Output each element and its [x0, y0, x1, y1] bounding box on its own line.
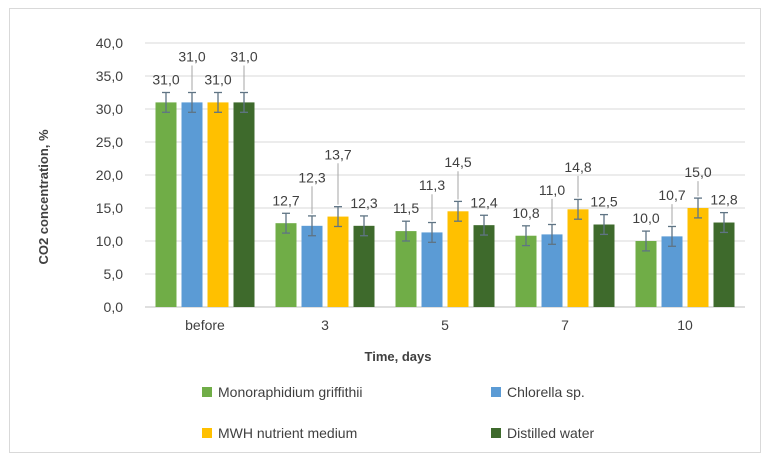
y-tick-label: 30,0	[96, 101, 123, 117]
y-axis-title: CO2 concentration, %	[36, 129, 51, 265]
x-tick-label: 7	[561, 317, 569, 333]
error-bar	[334, 206, 342, 228]
data-label: 31,0	[152, 72, 179, 88]
y-tick-label: 15,0	[96, 200, 123, 216]
x-tick-label: before	[185, 317, 225, 333]
data-label: 13,7	[324, 146, 351, 162]
legend-item: MWH nutrient medium	[202, 425, 357, 441]
error-bar	[188, 91, 196, 113]
data-label: 12,3	[350, 195, 377, 211]
y-tick-label: 40,0	[96, 35, 123, 51]
error-bar	[642, 230, 650, 252]
bar	[207, 102, 229, 308]
label-leader-lines	[191, 65, 699, 225]
data-labels: 31,0 31,0 31,0 31,0 12,7 12,3 13,7 12,3 11,511,3…	[152, 49, 737, 227]
data-label: 15,0	[684, 164, 711, 180]
data-label: 31,0	[204, 72, 231, 88]
error-bar	[522, 225, 530, 247]
legend-swatch	[491, 428, 501, 438]
bar	[353, 225, 375, 307]
bar	[661, 236, 683, 307]
bar	[181, 102, 203, 308]
data-label: 11,0	[539, 182, 565, 198]
data-label: 31,0	[230, 49, 257, 65]
bar	[447, 211, 469, 307]
error-bar	[240, 91, 248, 113]
error-bar	[600, 213, 608, 236]
data-label: 10,7	[658, 187, 685, 203]
bar	[395, 231, 417, 307]
data-label: 14,8	[564, 159, 591, 175]
legend-swatch	[491, 387, 501, 397]
error-bar	[308, 215, 316, 237]
x-tick-label: 10	[677, 317, 693, 333]
legend-item: Chlorella sp.	[491, 384, 585, 400]
data-label: 11,5	[393, 200, 419, 216]
bar	[593, 224, 615, 307]
bar	[155, 102, 177, 308]
bar	[541, 234, 563, 307]
bars	[155, 102, 735, 308]
x-axis-ticks: before 3 5 7 10	[185, 317, 693, 333]
bar	[327, 216, 349, 307]
data-label: 12,7	[272, 192, 299, 208]
error-bar	[668, 225, 676, 247]
error-bar	[402, 220, 410, 242]
data-label: 10,0	[632, 210, 659, 226]
bar	[473, 225, 495, 307]
data-label: 12,5	[590, 194, 617, 210]
x-tick-label: 5	[441, 317, 449, 333]
legend-item: Monoraphidium griffithii	[202, 384, 362, 400]
data-label: 12,8	[710, 192, 737, 208]
chart-frame: 0,0 5,0 10,0 15,0 20,0 25,0 30,0 35,0 40,0 31,0 3…	[9, 8, 761, 453]
bar	[687, 208, 709, 307]
error-bar	[360, 215, 368, 237]
legend-item: Distilled water	[491, 425, 594, 441]
error-bar	[694, 197, 702, 219]
legend-label: Distilled water	[507, 425, 594, 441]
error-bar	[454, 200, 462, 222]
data-label: 14,5	[444, 154, 471, 170]
data-label: 12,3	[298, 169, 325, 185]
y-tick-label: 25,0	[96, 134, 123, 150]
data-label: 31,0	[178, 49, 205, 65]
legend-label: Monoraphidium griffithii	[218, 384, 362, 400]
y-tick-label: 5,0	[104, 266, 124, 282]
bar	[233, 102, 255, 308]
bar	[567, 209, 589, 307]
bar	[421, 232, 443, 307]
legend-label: MWH nutrient medium	[218, 425, 357, 441]
data-label: 12,4	[470, 194, 497, 210]
legend-swatch	[202, 387, 212, 397]
legend-label: Chlorella sp.	[507, 384, 585, 400]
data-label: 10,8	[512, 205, 539, 221]
error-bar	[720, 211, 728, 234]
error-bar	[214, 91, 222, 113]
bar-chart: 0,05,010,015,020,025,030,035,040,0 31,03…	[36, 35, 745, 441]
y-axis-ticks: 0,0 5,0 10,0 15,0 20,0 25,0 30,0 35,0 40,0	[96, 35, 123, 315]
bar	[275, 223, 297, 307]
bar	[515, 235, 537, 307]
bar	[301, 225, 323, 307]
error-bar	[428, 221, 436, 243]
y-tick-label: 0,0	[104, 299, 124, 315]
error-bar	[162, 91, 170, 113]
y-tick-label: 35,0	[96, 68, 123, 84]
bar	[713, 222, 735, 307]
y-tick-label: 10,0	[96, 233, 123, 249]
error-bar	[548, 223, 556, 245]
error-bar	[574, 198, 582, 220]
error-bar	[282, 212, 290, 234]
y-tick-label: 20,0	[96, 167, 123, 183]
legend-swatch	[202, 428, 212, 438]
x-axis-title: Time, days	[365, 349, 432, 364]
error-bar	[480, 214, 488, 236]
x-tick-label: 3	[321, 317, 329, 333]
error-bars	[162, 91, 728, 252]
legend: Monoraphidium griffithii Chlorella sp. MWH…	[202, 384, 594, 441]
bar	[635, 241, 657, 307]
data-label: 11,3	[419, 177, 445, 193]
